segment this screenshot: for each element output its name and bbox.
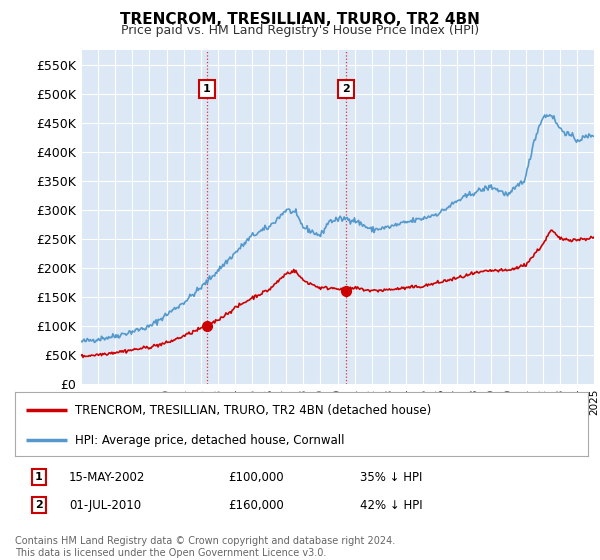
Text: Price paid vs. HM Land Registry's House Price Index (HPI): Price paid vs. HM Land Registry's House … [121, 24, 479, 37]
Text: 15-MAY-2002: 15-MAY-2002 [69, 470, 145, 484]
Text: TRENCROM, TRESILLIAN, TRURO, TR2 4BN (detached house): TRENCROM, TRESILLIAN, TRURO, TR2 4BN (de… [75, 404, 431, 417]
Text: 2: 2 [342, 83, 350, 94]
Text: Contains HM Land Registry data © Crown copyright and database right 2024.
This d: Contains HM Land Registry data © Crown c… [15, 536, 395, 558]
Text: TRENCROM, TRESILLIAN, TRURO, TR2 4BN: TRENCROM, TRESILLIAN, TRURO, TR2 4BN [120, 12, 480, 27]
Text: 42% ↓ HPI: 42% ↓ HPI [360, 498, 422, 512]
Text: 1: 1 [35, 472, 43, 482]
Text: £160,000: £160,000 [228, 498, 284, 512]
Text: 2: 2 [35, 500, 43, 510]
Text: £100,000: £100,000 [228, 470, 284, 484]
Text: 1: 1 [203, 83, 211, 94]
Text: 01-JUL-2010: 01-JUL-2010 [69, 498, 141, 512]
Text: 35% ↓ HPI: 35% ↓ HPI [360, 470, 422, 484]
Text: HPI: Average price, detached house, Cornwall: HPI: Average price, detached house, Corn… [75, 434, 344, 447]
